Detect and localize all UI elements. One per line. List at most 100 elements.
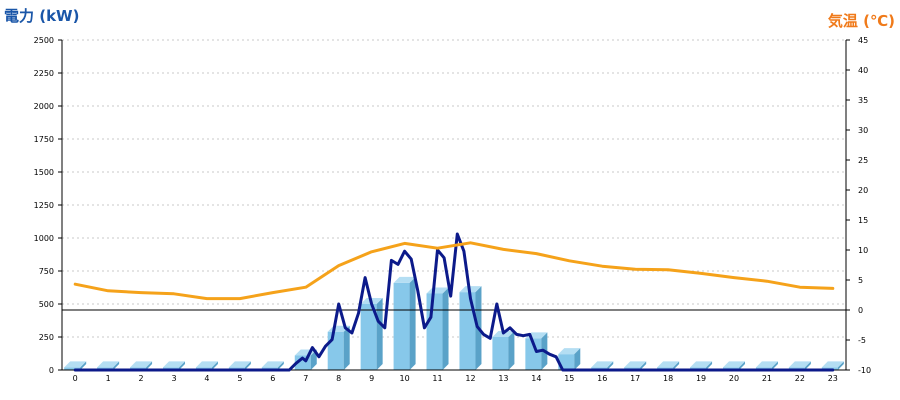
right-tick-label: -5 [858, 336, 866, 345]
left-tick-label: 1000 [34, 234, 54, 243]
power-bar-top [163, 361, 185, 368]
left-tick-label: 2500 [34, 36, 54, 45]
x-tick-label: 7 [303, 374, 308, 383]
right-tick-label: 5 [858, 276, 863, 285]
x-tick-label: 14 [531, 374, 541, 383]
power-bar-side [80, 361, 87, 370]
power-bar-top [624, 361, 647, 368]
power-bar-side [409, 276, 416, 370]
x-tick-label: 2 [139, 374, 144, 383]
right-tick-label: 15 [858, 216, 868, 225]
power-bar [426, 293, 443, 370]
power-bar-side [640, 361, 647, 370]
right-tick-label: 45 [858, 36, 868, 45]
x-tick-label: 3 [171, 374, 176, 383]
right-tick-label: -10 [858, 366, 871, 375]
power-bar-side [343, 325, 350, 370]
right-tick-label: 0 [858, 306, 863, 315]
left-tick-label: 1500 [34, 168, 54, 177]
gridlines [62, 39, 846, 338]
power-bar [459, 292, 476, 370]
power-bar-top [64, 361, 87, 368]
left-tick-label: 2000 [34, 102, 54, 111]
left-tick-label: 0 [49, 366, 54, 375]
power-bar-side [771, 361, 778, 370]
x-tick-label: 11 [432, 374, 442, 383]
power-bar-side [442, 287, 449, 370]
right-tick-label: 20 [858, 186, 868, 195]
x-tick-label: 4 [204, 374, 209, 383]
left-tick-label: 500 [39, 300, 54, 309]
power-bar-top [558, 348, 581, 355]
power-bar [492, 337, 509, 370]
power-bar-side [146, 361, 153, 370]
x-tick-label: 18 [663, 374, 673, 383]
power-bar-top [195, 361, 218, 368]
x-tick-label: 19 [696, 374, 706, 383]
left-tick-label: 1250 [34, 201, 54, 210]
power-bar-side [837, 361, 844, 370]
power-bar [327, 331, 344, 370]
right-tick-label: 35 [858, 96, 868, 105]
power-bar-top [97, 361, 120, 368]
power-bars [64, 276, 844, 370]
x-tick-label: 10 [399, 374, 409, 383]
power-bar-top [591, 361, 614, 368]
power-bar-top [690, 361, 713, 368]
power-bar-side [376, 298, 383, 370]
power-bar-side [739, 361, 745, 370]
power-bar-side [113, 361, 120, 370]
x-tick-label: 15 [564, 374, 574, 383]
power-bar-top [228, 361, 251, 368]
left-tick-label: 2250 [34, 69, 54, 78]
power-bar-side [706, 361, 713, 370]
power-bar-top [788, 361, 811, 368]
x-tick-label: 20 [729, 374, 739, 383]
power-bar-side [244, 361, 251, 370]
x-tick-label: 12 [465, 374, 475, 383]
power-bar-side [179, 361, 185, 370]
power-bar-top [755, 361, 778, 368]
left-tick-label: 1750 [34, 135, 54, 144]
power-bar-side [607, 361, 614, 370]
power-bar-top [657, 361, 680, 368]
power-bar [64, 367, 81, 370]
right-axis-title: 気温 (℃) [828, 12, 895, 30]
temperature-line [73, 241, 835, 301]
right-tick-label: 10 [858, 246, 868, 255]
x-tick-label: 23 [828, 374, 838, 383]
power-bar-side [673, 361, 680, 370]
power-bar-side [211, 361, 218, 370]
power-bar-top [261, 361, 284, 368]
power-bar-top [130, 361, 153, 368]
power-bar [360, 304, 377, 370]
x-tick-label: 1 [106, 374, 111, 383]
x-tick-label: 21 [762, 374, 772, 383]
x-tick-label: 5 [237, 374, 242, 383]
left-tick-label: 250 [39, 333, 54, 342]
x-tick-label: 22 [795, 374, 805, 383]
right-tick-label: 40 [858, 66, 868, 75]
tick-labels: 02505007501000125015001750200022502500-1… [34, 36, 871, 383]
x-tick-label: 13 [498, 374, 508, 383]
right-tick-label: 25 [858, 156, 868, 165]
right-tick-label: 30 [858, 126, 868, 135]
power-bar-side [574, 348, 581, 370]
x-tick-label: 0 [73, 374, 78, 383]
left-axis-title: 電力 (kW) [4, 7, 79, 25]
power-bar-side [508, 331, 515, 370]
x-tick-label: 17 [630, 374, 640, 383]
power-bar [393, 282, 410, 370]
x-tick-label: 16 [597, 374, 607, 383]
x-tick-label: 6 [270, 374, 275, 383]
power-bar-side [310, 349, 317, 370]
power-bar [525, 338, 542, 370]
x-tick-label: 9 [369, 374, 374, 383]
series-lines [73, 232, 835, 372]
power-bar-side [804, 361, 811, 370]
power-bar-top [821, 361, 844, 368]
left-tick-label: 750 [39, 267, 54, 276]
power-line [73, 232, 835, 372]
power-bar-top [393, 276, 416, 283]
